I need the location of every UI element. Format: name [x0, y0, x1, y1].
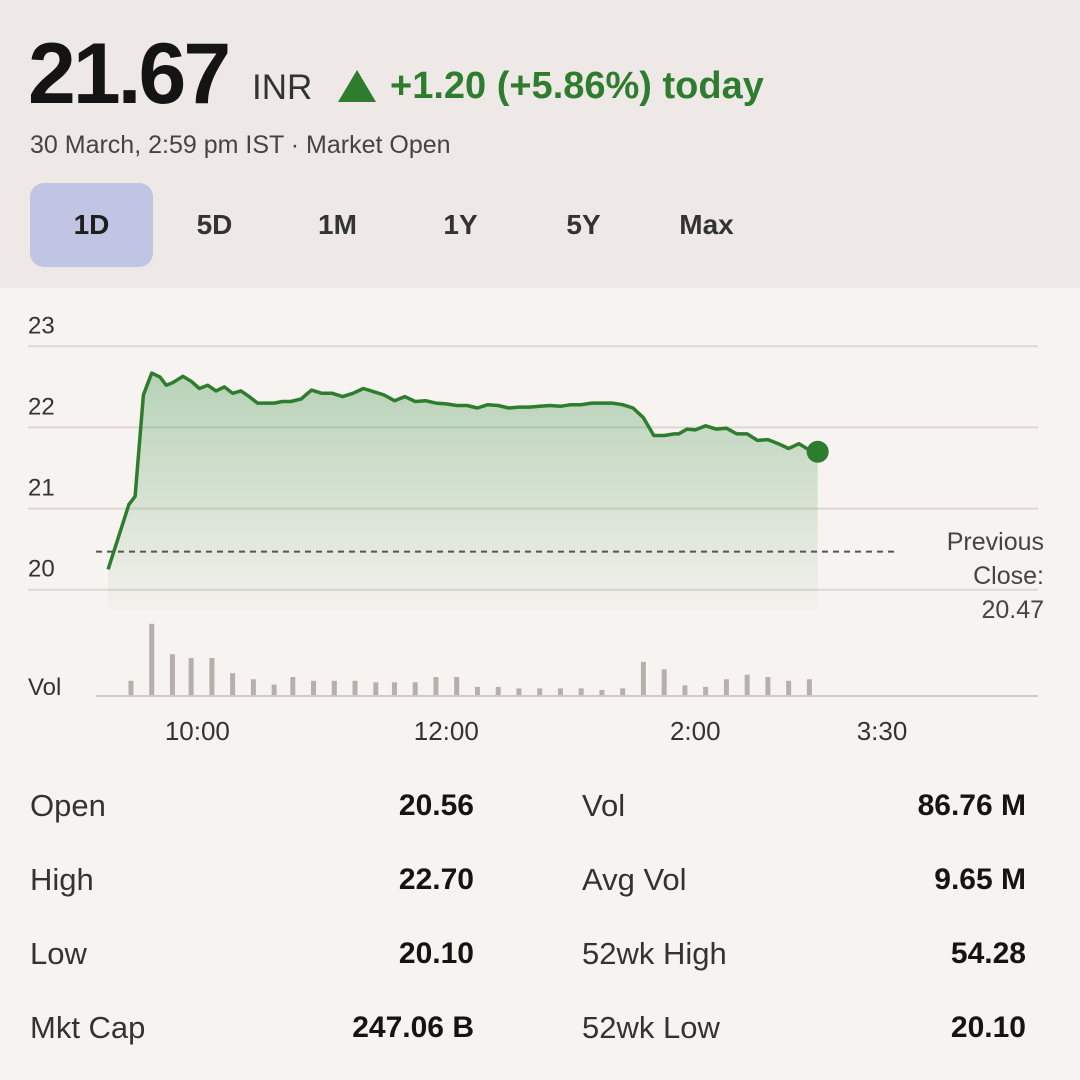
- y-tick-label: 20: [28, 556, 55, 583]
- stat-high-value: 22.70: [398, 863, 474, 896]
- volume-bar: [188, 658, 194, 696]
- volume-bar: [331, 680, 337, 696]
- volume-bar: [640, 661, 646, 696]
- volume-bar: [723, 679, 729, 696]
- stat-open-label: Open: [30, 788, 106, 823]
- x-tick-label: 3:30: [857, 716, 908, 746]
- stat-high-label: High: [30, 862, 94, 897]
- volume-bar: [412, 682, 418, 696]
- stat-mktcap-value: 247.06 B: [352, 1011, 474, 1044]
- volume-bar: [703, 686, 709, 696]
- price-line: [106, 371, 819, 570]
- volume-bar: [537, 688, 543, 696]
- volume-bar: [250, 679, 256, 696]
- stat-mktcap-label: Mkt Cap: [30, 1010, 146, 1045]
- price-area: [108, 373, 818, 610]
- price-change-text: +1.20 (+5.86%) today: [390, 65, 764, 107]
- stat-low-label: Low: [30, 936, 87, 971]
- volume-bar: [620, 688, 626, 696]
- previous-close-label: Previous: [947, 528, 1044, 556]
- stat-52wk-low-value: 20.10: [950, 1011, 1026, 1044]
- volume-bar: [311, 680, 317, 696]
- volume-bar: [557, 688, 563, 696]
- x-tick-label: 2:00: [670, 716, 721, 746]
- volume-label: Vol: [28, 674, 61, 701]
- price-chart-svg: 23 22 21 20 Previous Close: 20.47 Vol 10:00 12…: [28, 312, 1044, 746]
- previous-close-label: Close:: [973, 562, 1044, 590]
- volume-bar: [391, 682, 397, 696]
- stat-vol-label: Vol: [582, 788, 626, 823]
- tab-1m[interactable]: 1M: [318, 209, 357, 240]
- stat-52wk-low-label: 52wk Low: [582, 1010, 720, 1045]
- volume-bar: [352, 680, 358, 696]
- previous-close-label: 20.47: [981, 596, 1044, 624]
- y-tick-label: 21: [28, 475, 55, 502]
- price-chart[interactable]: 23 22 21 20 Previous Close: 20.47 Vol 10:00 12…: [0, 288, 1080, 758]
- volume-bar: [128, 680, 134, 696]
- tab-1d[interactable]: 1D: [30, 183, 153, 267]
- volume-bar: [149, 623, 155, 696]
- stat-avgvol-value: 9.65 M: [934, 863, 1026, 896]
- volume-bar: [765, 677, 771, 696]
- volume-bar: [290, 677, 296, 696]
- volume-bar: [744, 674, 750, 696]
- tab-5d[interactable]: 5D: [196, 209, 233, 240]
- volume-bar: [169, 654, 175, 696]
- volume-bar: [230, 673, 236, 696]
- y-tick-label: 22: [28, 393, 55, 420]
- volume-bar: [373, 682, 379, 696]
- stat-vol-value: 86.76 M: [917, 789, 1026, 822]
- stat-avgvol-label: Avg Vol: [582, 862, 687, 897]
- stat-open-value: 20.56: [398, 789, 474, 822]
- tab-max[interactable]: Max: [679, 209, 734, 240]
- currency: INR: [252, 68, 313, 107]
- volume-bar: [271, 684, 277, 696]
- x-tick-label: 10:00: [165, 716, 230, 746]
- volume-bar: [454, 677, 460, 696]
- volume-bar: [209, 658, 215, 696]
- stat-52wk-high-value: 54.28: [950, 937, 1026, 970]
- stat-low-value: 20.10: [398, 937, 474, 970]
- y-tick-label: 23: [28, 312, 55, 339]
- volume-bar: [682, 685, 688, 696]
- timestamp: 30 March, 2:59 pm IST · Market Open: [30, 131, 451, 159]
- last-price-dot: [806, 440, 829, 463]
- up-triangle-icon: [338, 70, 376, 102]
- volume-bar: [433, 677, 439, 696]
- volume-bar: [786, 680, 792, 696]
- volume-bar: [578, 688, 584, 696]
- quote-header: 21.67 INR +1.20 (+5.86%) today 30 March,…: [0, 0, 1080, 288]
- volume-bar: [599, 689, 605, 696]
- price-change: +1.20 (+5.86%) today: [338, 64, 764, 108]
- volume-bar: [516, 688, 522, 696]
- range-tabs: 1D 5D 1M 1Y 5Y Max: [30, 183, 768, 267]
- tab-5y[interactable]: 5Y: [566, 209, 601, 240]
- tab-1y[interactable]: 1Y: [443, 209, 478, 240]
- stat-52wk-high-label: 52wk High: [582, 936, 727, 971]
- volume-bar: [474, 686, 480, 696]
- volume-bar: [661, 669, 667, 696]
- price: 21.67: [28, 26, 231, 122]
- x-tick-label: 12:00: [414, 716, 479, 746]
- volume-bar: [806, 679, 812, 696]
- volume-bar: [495, 686, 501, 696]
